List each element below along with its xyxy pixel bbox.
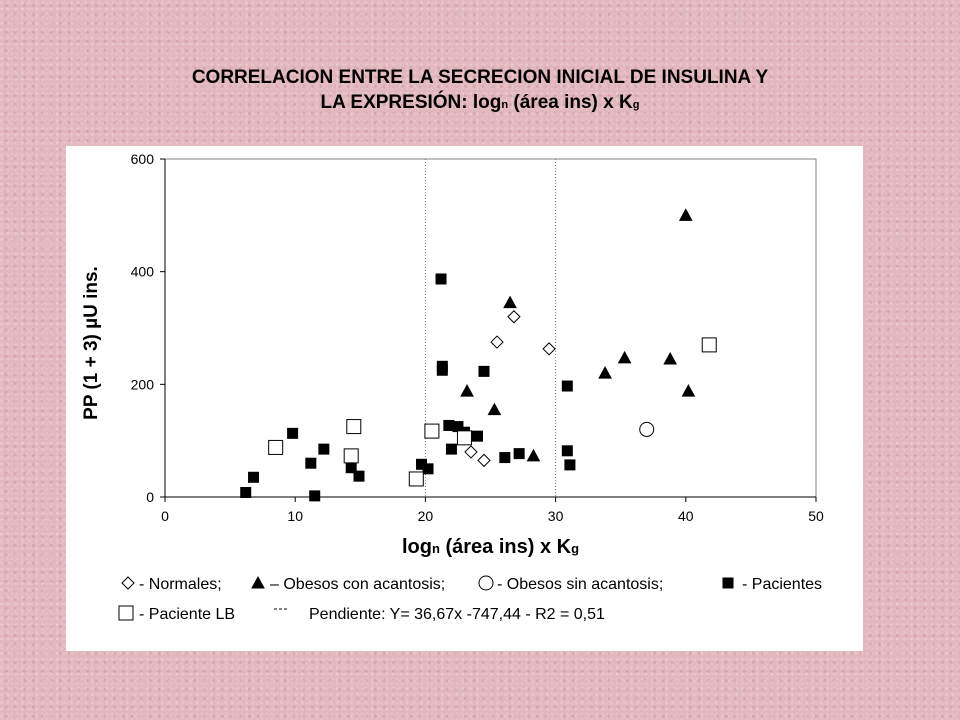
data-point bbox=[681, 384, 696, 397]
data-point bbox=[639, 421, 655, 437]
data-point bbox=[435, 273, 447, 285]
data-point bbox=[478, 365, 490, 377]
x-axis-label: logn (área ins) x Kg bbox=[402, 536, 579, 558]
data-point bbox=[526, 448, 541, 462]
data-point bbox=[346, 419, 362, 435]
data-point bbox=[345, 462, 357, 474]
data-point bbox=[408, 471, 424, 487]
data-point bbox=[564, 459, 576, 471]
data-point bbox=[503, 295, 517, 309]
data-point bbox=[722, 577, 734, 589]
series-obesos-con-acantosis bbox=[460, 208, 696, 462]
data-point bbox=[490, 335, 504, 349]
y-tick-label: 600 bbox=[131, 151, 155, 167]
series-obesos-sin-acantosis bbox=[639, 421, 655, 437]
scatter-chart: 0 10 20 30 40 50 0 200 400 600 logn (área ins) x K… bbox=[81, 151, 824, 623]
legend-entry-text: Pendiente: Y= 36,67x -747,44 - R2 = 0,51 bbox=[309, 606, 605, 623]
data-point bbox=[678, 208, 693, 221]
data-point bbox=[422, 463, 434, 475]
data-point bbox=[118, 605, 134, 621]
data-point bbox=[460, 384, 474, 397]
series-pacientes bbox=[240, 273, 576, 502]
data-point bbox=[436, 364, 448, 376]
title-text-a: LA EXPRESIÓN: log bbox=[320, 92, 502, 113]
data-point bbox=[507, 310, 521, 324]
title-subscript-n: n bbox=[501, 99, 509, 111]
chart-panel: 0 10 20 30 40 50 0 200 400 600 logn (área ins) x K… bbox=[66, 146, 863, 651]
plot-area bbox=[164, 158, 817, 498]
data-point bbox=[477, 453, 491, 468]
data-point bbox=[478, 575, 494, 591]
data-point bbox=[598, 366, 612, 379]
y-axis-label: PP (1 + 3) µU ins. bbox=[81, 266, 102, 420]
data-point bbox=[268, 439, 284, 455]
x-tick-label: 40 bbox=[678, 508, 694, 524]
series-paciente-lb bbox=[268, 337, 717, 487]
chart-title-line-1: CORRELACION ENTRE LA SECRECION INICIAL D… bbox=[191, 67, 769, 88]
legend-entry-text: - Pacientes bbox=[742, 576, 822, 593]
y-tick-label: 200 bbox=[131, 376, 155, 392]
data-point bbox=[513, 448, 525, 460]
x-tick-label: 10 bbox=[287, 508, 303, 524]
data-point bbox=[663, 351, 678, 365]
data-point bbox=[456, 430, 472, 446]
data-point bbox=[318, 443, 330, 455]
data-point bbox=[487, 402, 502, 416]
data-point bbox=[617, 350, 632, 364]
data-point bbox=[305, 457, 317, 469]
data-point bbox=[452, 421, 464, 433]
data-point bbox=[445, 443, 457, 455]
x-tick-label: 30 bbox=[548, 508, 564, 524]
title-text-b: (área ins) x K bbox=[508, 92, 633, 113]
data-point bbox=[443, 419, 455, 431]
legend-entry-text: - Paciente LB bbox=[139, 606, 235, 623]
series-normales bbox=[464, 310, 556, 468]
data-point bbox=[561, 445, 573, 457]
data-point bbox=[424, 423, 440, 439]
data-point bbox=[343, 448, 359, 464]
x-tick-label: 50 bbox=[808, 508, 824, 524]
data-point bbox=[287, 427, 299, 439]
x-tick-label: 0 bbox=[161, 508, 169, 524]
legend-entry-text: - Obesos sin acantosis; bbox=[497, 576, 663, 593]
chart-title-line-2: LA EXPRESIÓN: logn (área ins) x Kg bbox=[0, 91, 960, 117]
data-point bbox=[464, 445, 478, 459]
legend-entry-text: - Normales; bbox=[139, 576, 222, 593]
data-point bbox=[240, 486, 252, 498]
legend: - Normales; – Obesos con acantosis; - Obes… bbox=[118, 575, 822, 623]
y-tick-label: 0 bbox=[146, 489, 154, 505]
data-point bbox=[499, 452, 511, 464]
data-point bbox=[121, 576, 135, 590]
data-point bbox=[471, 430, 483, 442]
data-point bbox=[701, 337, 717, 353]
data-point bbox=[251, 575, 265, 589]
data-point bbox=[542, 342, 556, 356]
y-tick-label: 400 bbox=[131, 264, 155, 280]
x-tick-label: 20 bbox=[418, 508, 434, 524]
data-point bbox=[309, 490, 321, 502]
data-point bbox=[415, 458, 427, 470]
data-point bbox=[353, 470, 365, 482]
legend-entry-text: – Obesos con acantosis; bbox=[270, 576, 445, 593]
title-subscript-g: g bbox=[632, 99, 640, 111]
data-point bbox=[248, 471, 260, 483]
data-point bbox=[561, 380, 573, 392]
